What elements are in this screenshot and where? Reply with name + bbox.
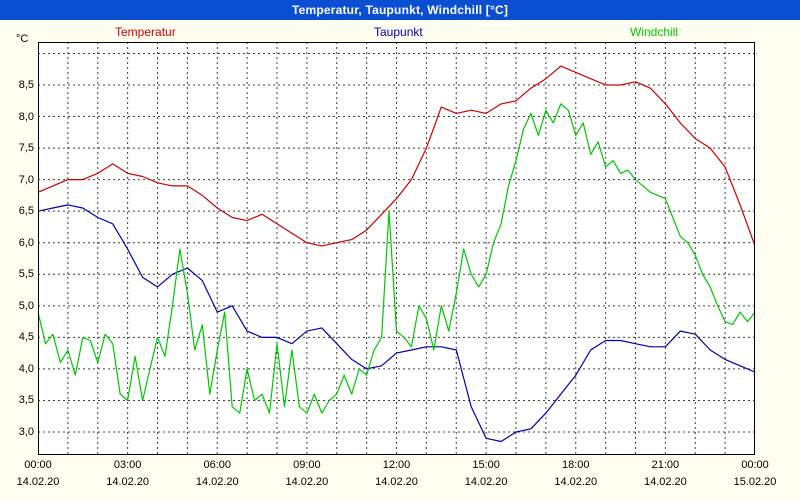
x-tick-time-label: 06:00 bbox=[203, 459, 232, 471]
x-tick-date-label: 14.02.20 bbox=[195, 476, 239, 488]
x-tick-date-label: 14.02.20 bbox=[464, 476, 508, 488]
y-tick-label: 4,0 bbox=[18, 362, 34, 375]
x-tick-date-label: 14.02.20 bbox=[106, 476, 150, 488]
y-tick-label: 6,0 bbox=[18, 236, 34, 249]
x-tick-date-label: 14.02.20 bbox=[16, 476, 60, 488]
y-tick-label: 6,5 bbox=[18, 205, 34, 218]
y-tick-label: 4,5 bbox=[18, 331, 34, 344]
x-tick-date-label: 14.02.20 bbox=[285, 476, 329, 488]
x-tick-date-label: 14.02.20 bbox=[375, 476, 418, 488]
x-tick-time-label: 09:00 bbox=[293, 459, 321, 471]
window-title: Temperatur, Taupunkt, Windchill [°C] bbox=[291, 3, 509, 17]
y-tick-label: 8,5 bbox=[18, 79, 34, 91]
y-tick-label: 5,0 bbox=[18, 299, 34, 312]
y-axis-unit-label: °C bbox=[16, 33, 29, 45]
legend-temperatur: Temperatur bbox=[115, 25, 176, 39]
x-tick-time-label: 00:00 bbox=[24, 459, 52, 471]
plot-svg bbox=[38, 42, 755, 455]
y-tick-label: 7,0 bbox=[18, 173, 34, 186]
x-tick-date-label: 15.02.20 bbox=[733, 476, 777, 488]
plot-area bbox=[38, 42, 755, 455]
legend-windchill: Windchill bbox=[630, 25, 679, 39]
x-tick-date-label: 14.02.20 bbox=[643, 476, 687, 488]
x-tick-time-label: 03:00 bbox=[113, 459, 142, 471]
x-tick-time-label: 18:00 bbox=[561, 459, 590, 471]
legend-taupunkt: Taupunkt bbox=[374, 25, 423, 39]
x-tick-date-label: 14.02.20 bbox=[554, 476, 598, 488]
y-tick-label: 8,0 bbox=[18, 110, 34, 123]
x-tick-time-label: 21:00 bbox=[651, 459, 680, 471]
y-tick-label: 5,5 bbox=[18, 268, 34, 281]
y-tick-label: 3,5 bbox=[18, 394, 34, 407]
y-tick-label: 7,5 bbox=[18, 142, 34, 155]
y-tick-label: 3,0 bbox=[18, 426, 34, 438]
x-tick-time-label: 15:00 bbox=[472, 459, 500, 471]
title-bar: Temperatur, Taupunkt, Windchill [°C] bbox=[0, 0, 800, 20]
x-tick-time-label: 12:00 bbox=[382, 459, 411, 471]
x-tick-time-label: 00:00 bbox=[741, 459, 769, 471]
